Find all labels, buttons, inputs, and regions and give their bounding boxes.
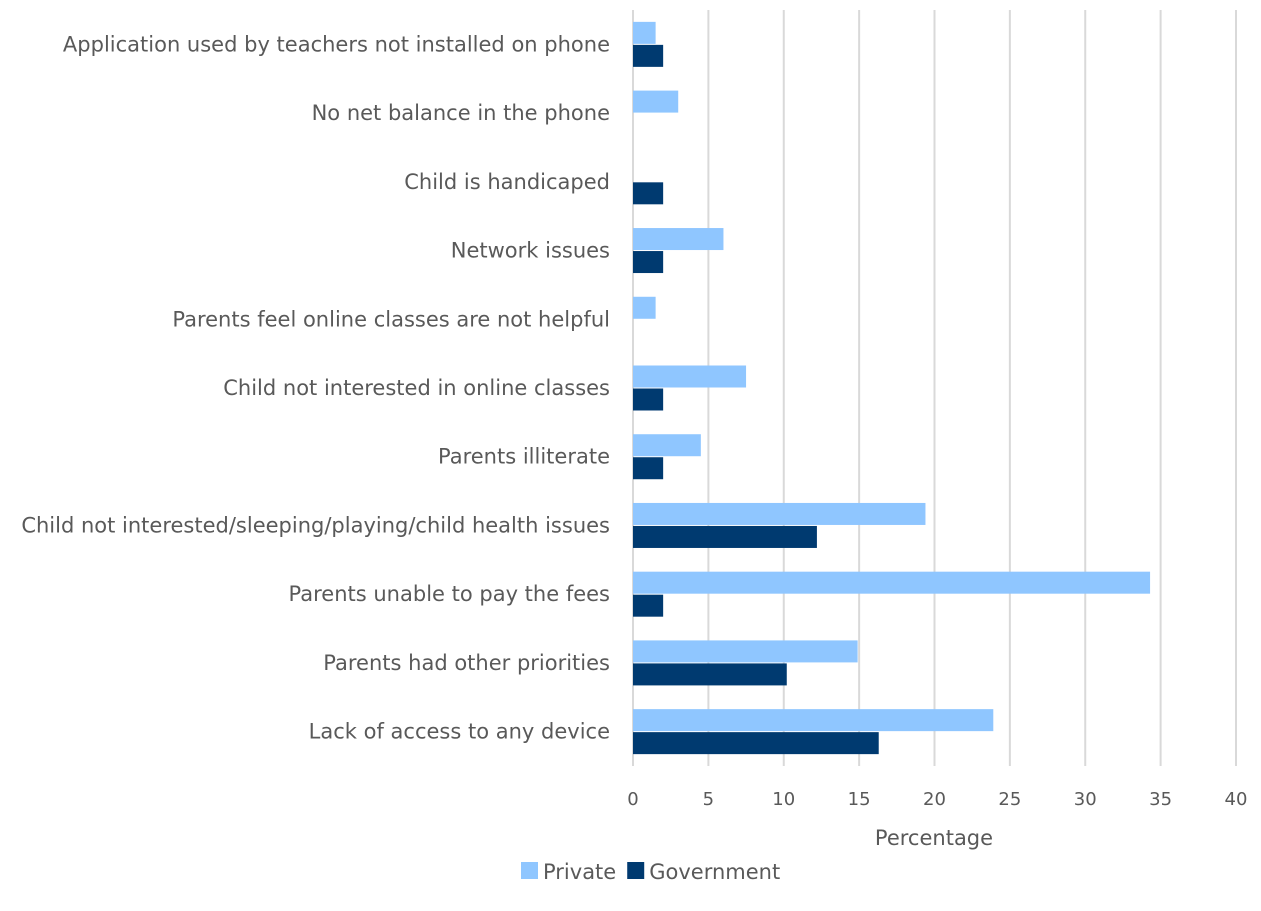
category-labels: Application used by teachers not install…: [21, 32, 610, 743]
bar-government-7: [633, 525, 817, 548]
bar-government-10: [633, 732, 879, 755]
bar-private-6: [633, 434, 701, 457]
bar-private-10: [633, 709, 994, 732]
x-tick-30: 30: [1074, 789, 1097, 810]
category-label: Parents illiterate: [438, 445, 610, 469]
x-tick-40: 40: [1225, 789, 1248, 810]
x-tick-35: 35: [1149, 789, 1172, 810]
bar-private-4: [633, 296, 656, 319]
bar-government-0: [633, 44, 664, 67]
x-tick-0: 0: [627, 789, 638, 810]
bar-government-9: [633, 663, 787, 686]
legend: Private Government: [521, 860, 780, 884]
bar-government-5: [633, 388, 664, 411]
bar-government-3: [633, 251, 664, 274]
legend-swatch-government: [627, 862, 645, 879]
category-label: Network issues: [451, 239, 610, 263]
bar-government-6: [633, 457, 664, 480]
bar-private-8: [633, 571, 1151, 594]
category-label: Parents feel online classes are not help…: [172, 307, 610, 331]
bar-private-0: [633, 21, 656, 44]
bar-private-3: [633, 228, 724, 251]
legend-item-private: Private: [521, 860, 616, 884]
gridlines: [632, 10, 1237, 766]
x-tick-25: 25: [998, 789, 1021, 810]
bars: [633, 21, 1151, 755]
legend-item-government: Government: [627, 860, 780, 884]
category-label: Child not interested/sleeping/playing/ch…: [21, 513, 610, 537]
x-tick-20: 20: [923, 789, 946, 810]
category-label: Parents unable to pay the fees: [289, 582, 610, 606]
x-axis-title: Percentage: [875, 826, 993, 850]
legend-label-private: Private: [543, 860, 616, 884]
category-label: Parents had other priorities: [323, 651, 610, 675]
category-label: Child is handicaped: [404, 170, 610, 194]
legend-swatch-private: [521, 862, 538, 879]
category-label: Application used by teachers not install…: [63, 32, 610, 56]
bar-private-1: [633, 90, 679, 113]
x-tick-15: 15: [848, 789, 871, 810]
category-label: No net balance in the phone: [312, 101, 610, 125]
legend-label-government: Government: [649, 860, 780, 884]
bar-private-9: [633, 640, 858, 663]
category-label: Child not interested in online classes: [223, 376, 610, 400]
x-tick-10: 10: [772, 789, 795, 810]
x-tick-5: 5: [703, 789, 714, 810]
bar-government-8: [633, 594, 664, 617]
bar-private-5: [633, 365, 747, 388]
bar-government-2: [633, 182, 664, 205]
x-tick-labels: 0 5 10 15 20 25 30 35 40: [627, 789, 1247, 810]
category-label: Lack of access to any device: [309, 720, 610, 744]
bar-private-7: [633, 502, 926, 525]
